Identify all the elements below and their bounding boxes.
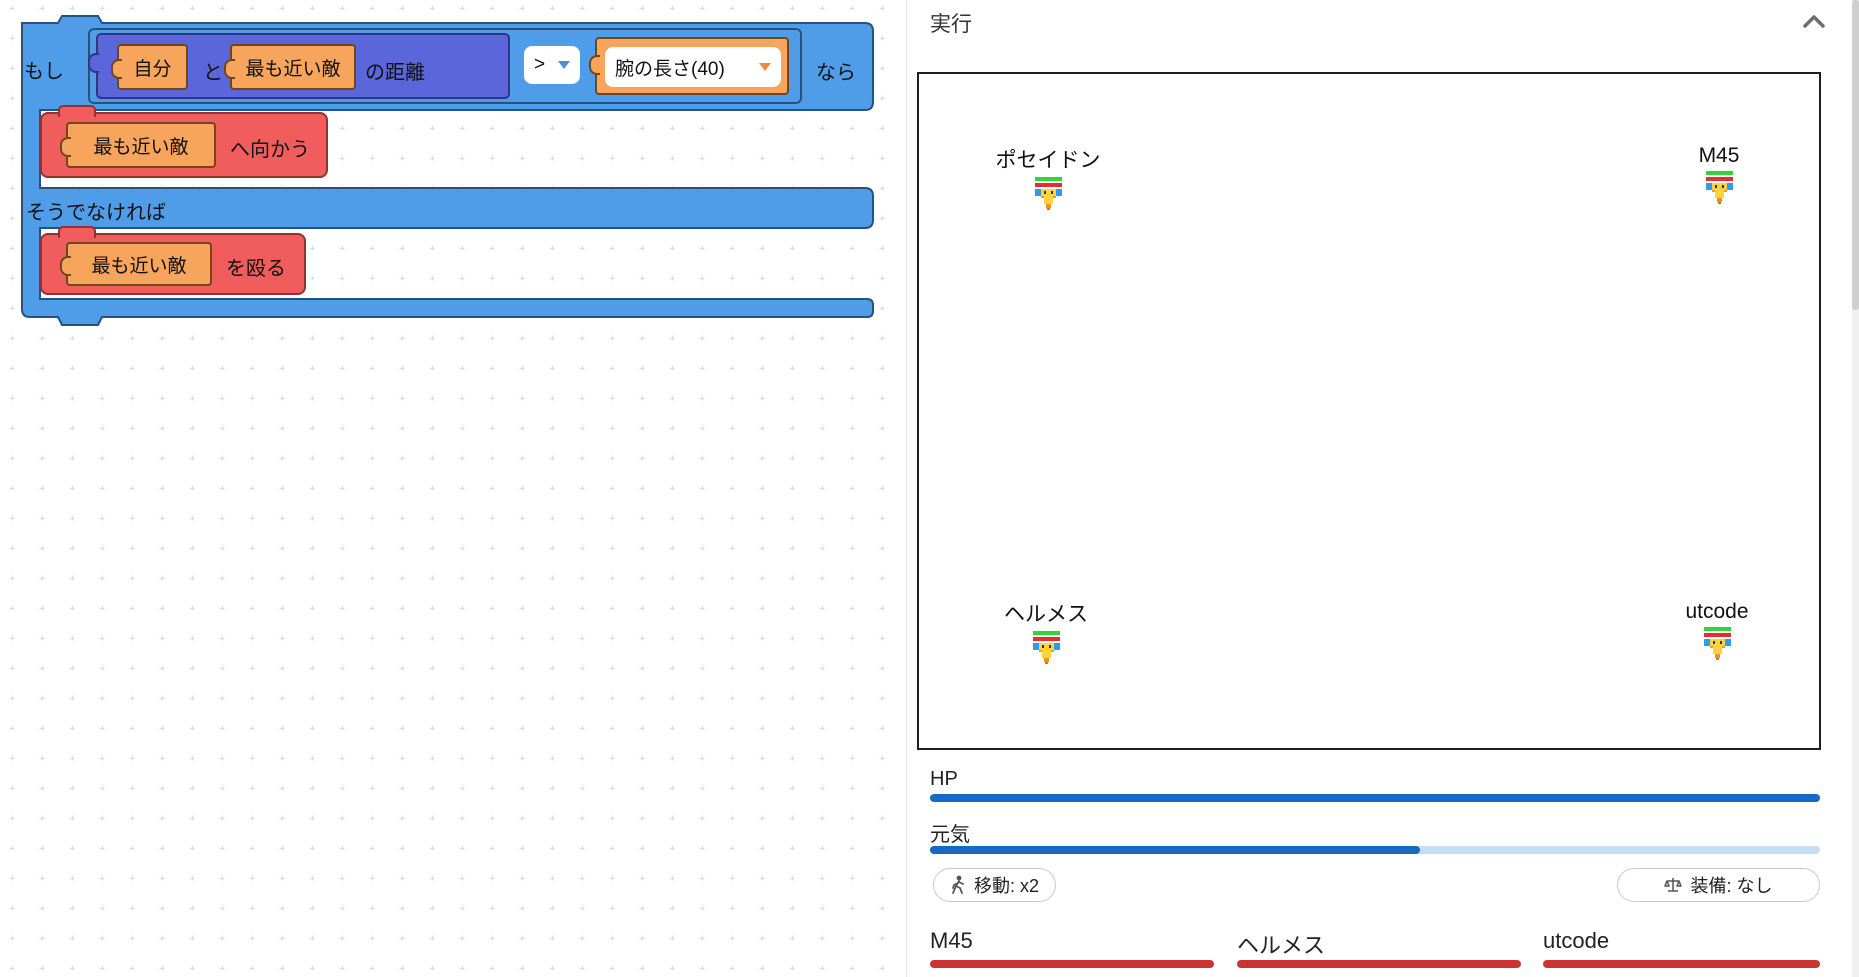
punch-target-label: 最も近い敵: [91, 255, 187, 277]
arm-length-dropdown[interactable]: 腕の長さ(40): [605, 47, 781, 87]
character-sprite-icon: [1032, 643, 1060, 664]
collapse-chevron-icon[interactable]: [1800, 12, 1828, 32]
distance-label: の距離: [365, 62, 425, 84]
blockly-workspace[interactable]: もし 自分 と 最も近い敵 の距離 > 腕の長さ(40) なら 最も近い敵 へ向…: [0, 0, 906, 977]
move-target-label: 最も近い敵: [93, 136, 189, 158]
equipment-badge: 装備: なし: [1617, 868, 1820, 902]
character-sprite-icon: [1703, 639, 1731, 660]
arm-length-caret-icon: [759, 63, 771, 71]
hp-bar: [930, 794, 1820, 802]
equipment-label: 装備: なし: [1690, 876, 1773, 896]
character-hp-bar: [1703, 627, 1731, 631]
energy-bar-fill: [930, 846, 1420, 854]
character-m45: M45: [1634, 144, 1804, 204]
enemy-name-utcode: utcode: [1543, 928, 1610, 953]
arm-length-value: 腕の長さ(40): [615, 58, 725, 80]
energy-label: 元気: [930, 824, 970, 846]
character-hp-bar: [1705, 171, 1733, 175]
character-name: utcode: [1685, 600, 1749, 623]
walking-person-icon: [952, 875, 964, 894]
operator-caret-icon: [558, 61, 570, 69]
distance-block-tab: [88, 33, 510, 99]
character-name: M45: [1698, 144, 1740, 167]
punch-action-label: を殴る: [226, 258, 286, 280]
arm-length-block[interactable]: 腕の長さ(40): [589, 37, 789, 95]
character-utcode: utcode: [1632, 600, 1802, 660]
energy-bar-track: [930, 846, 1820, 854]
nearest-enemy-block-label: 最も近い敵: [245, 58, 341, 80]
character-energy-bar: [1032, 637, 1060, 641]
move-speed-label: 移動: x2: [974, 876, 1040, 896]
self-block-label: 自分: [133, 58, 172, 80]
character-energy-bar: [1703, 633, 1731, 637]
character-sprite-icon: [1705, 183, 1733, 204]
scrollbar-thumb[interactable]: [1852, 0, 1859, 310]
enemy-hp-bar-hermes: [1237, 960, 1521, 968]
battle-arena: [917, 72, 1821, 750]
punch-block[interactable]: 最も近い敵 を殴る: [40, 226, 306, 295]
move-speed-badge: 移動: x2: [933, 868, 1057, 902]
punch-target-block[interactable]: 最も近い敵: [60, 242, 212, 286]
character-sprite-icon: [1034, 189, 1062, 210]
character-name: ポセイドン: [995, 149, 1101, 172]
if-label: もし: [24, 61, 64, 83]
then-label: なら: [816, 62, 856, 84]
character-energy-bar: [1034, 183, 1062, 187]
character-hp-bar: [1034, 177, 1062, 181]
character-name: ヘルメス: [1004, 603, 1088, 626]
run-panel-title: 実行: [930, 13, 972, 36]
operator-dropdown[interactable]: >: [524, 46, 580, 84]
scrollbar-track[interactable]: [1852, 0, 1859, 977]
panel-divider: [906, 0, 907, 977]
else-label: そうでなければ: [26, 202, 166, 224]
move-target-block[interactable]: 最も近い敵: [60, 122, 216, 168]
move-toward-block[interactable]: 最も近い敵 へ向かう: [40, 105, 328, 178]
and-label: と: [203, 62, 223, 84]
self-block[interactable]: 自分: [111, 44, 188, 90]
character-hp-bar: [1032, 631, 1060, 635]
equipment-scale-icon: [1664, 878, 1683, 892]
operator-value: >: [534, 54, 546, 75]
enemy-name-hermes: ヘルメス: [1237, 933, 1326, 958]
character-hermes: ヘルメス: [961, 598, 1131, 664]
enemy-name-m45: M45: [930, 928, 973, 953]
enemy-hp-bar-m45: [930, 960, 1214, 968]
enemy-hp-bar-utcode: [1543, 960, 1820, 968]
character-energy-bar: [1705, 177, 1733, 181]
hp-label: HP: [930, 768, 958, 790]
nearest-enemy-block[interactable]: 最も近い敵: [224, 44, 356, 90]
move-action-label: へ向かう: [230, 139, 310, 161]
character-poseidon: ポセイドン: [963, 144, 1133, 210]
